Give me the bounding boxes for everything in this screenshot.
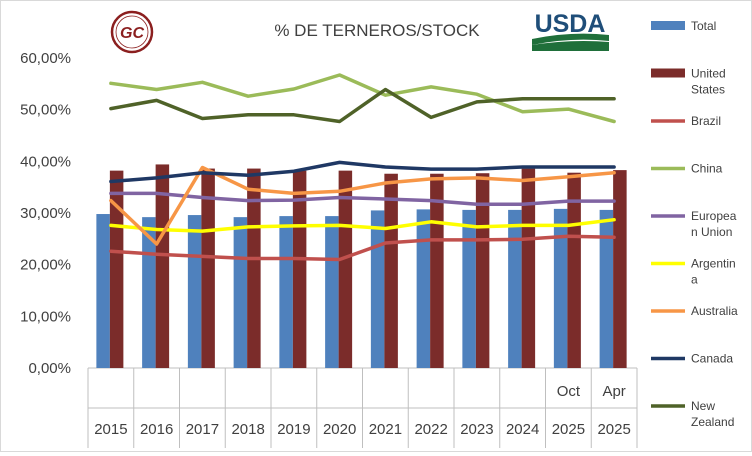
bar-total [416,209,431,368]
x-tick-label: 2024 [506,421,539,438]
y-tick-label: 30,00% [20,205,71,222]
line-china [109,73,616,124]
x-tick-label: 2022 [414,421,447,438]
gc-logo: GC [110,10,154,54]
bar-total [233,217,248,368]
legend-label-united-states: States [691,83,725,97]
line-argentina [109,217,616,233]
bar-united-states [201,168,215,368]
usda-logo: USDA [532,10,609,51]
bar-total [370,210,385,368]
legend-label-new-zealand: Zealand [691,415,734,429]
bar-total [325,216,339,368]
y-tick-label: 60,00% [20,50,71,67]
usda-logo-text: USDA [535,10,606,38]
y-tick-label: 50,00% [20,102,71,119]
legend-label-argentina: Argentin [691,257,736,271]
bar-united-states [567,172,581,368]
legend-label-united-states: United [691,67,726,81]
x-tick-label: 2018 [231,421,264,438]
x-sub-label: Oct [557,383,581,400]
bar-united-states [338,170,353,368]
bar-united-states [613,170,627,368]
x-tick-label: 2016 [140,421,173,438]
x-tick-label: 2020 [323,421,356,438]
x-tick-label: 2017 [186,421,219,438]
y-tick-label: 20,00% [20,257,71,274]
bar-united-states [247,168,261,368]
line-european-union [109,191,616,206]
line-canada [109,160,616,184]
x-tick-label: 2015 [94,421,127,438]
legend-label-australia: Australia [691,304,738,318]
bar-total [96,214,110,368]
x-tick-label: 2021 [369,421,402,438]
bar-united-states [384,173,398,368]
legend-label-european-union: Europea [691,209,737,223]
line-brazil [109,234,616,262]
legend-label-argentina: a [691,273,698,287]
legend-label-new-zealand: New [691,399,715,413]
y-tick-label: 0,00% [28,360,71,377]
plot-area: 0,00% 10,00% 20,00% 30,00% 40,00% 50,00% 60,00… [20,50,638,448]
y-tick-label: 10,00% [20,308,71,325]
legend-label-brazil: Brazil [691,114,721,128]
x-tick-label: 2023 [460,421,493,438]
bar-total [279,216,293,368]
bar-total [599,209,614,368]
chart-title: % DE TERNEROS/STOCK [274,21,480,40]
legend-label-canada: Canada [691,352,733,366]
bar-united-states [292,170,307,368]
line-australia [109,165,616,246]
legend-swatch-united-states [651,68,685,78]
line-new-zealand [109,87,616,124]
gc-logo-text: GC [120,25,144,42]
bar-total [187,215,202,368]
legend: Total United States Brazil China Europea n Uni… [651,19,738,429]
bar-total [462,209,476,368]
bar-total [508,209,522,368]
x-tick-label: 2025 [597,421,630,438]
legend-swatch-total [651,21,685,30]
bar-united-states [109,170,124,368]
bar-united-states [475,173,490,368]
y-tick-label: 40,00% [20,153,71,170]
x-tick-label: 2025 [552,421,585,438]
bar-united-states [155,164,170,368]
legend-label-european-union: n Union [691,225,732,239]
bar-total [553,208,568,368]
x-tick-label: 2019 [277,421,310,438]
legend-label-total: Total [691,19,716,33]
legend-label-china: China [691,162,723,176]
x-sub-label: Apr [602,383,625,400]
bar-united-states [521,168,536,368]
